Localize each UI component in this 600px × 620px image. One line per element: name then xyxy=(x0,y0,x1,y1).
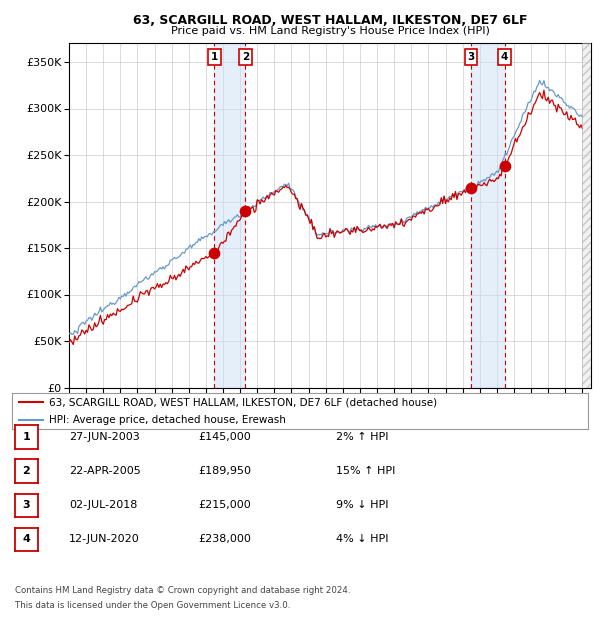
Text: 1: 1 xyxy=(23,432,30,442)
Text: 2: 2 xyxy=(242,52,249,62)
Text: 12-JUN-2020: 12-JUN-2020 xyxy=(69,534,140,544)
Text: 3: 3 xyxy=(23,500,30,510)
Point xyxy=(500,161,509,171)
Text: 4: 4 xyxy=(22,534,31,544)
Point xyxy=(466,182,476,192)
Text: Contains HM Land Registry data © Crown copyright and database right 2024.: Contains HM Land Registry data © Crown c… xyxy=(15,586,350,595)
Text: 3: 3 xyxy=(467,52,475,62)
Text: 63, SCARGILL ROAD, WEST HALLAM, ILKESTON, DE7 6LF (detached house): 63, SCARGILL ROAD, WEST HALLAM, ILKESTON… xyxy=(49,397,437,407)
Text: £145,000: £145,000 xyxy=(198,432,251,442)
Text: Price paid vs. HM Land Registry's House Price Index (HPI): Price paid vs. HM Land Registry's House … xyxy=(170,26,490,36)
Text: 1: 1 xyxy=(211,52,218,62)
Text: HPI: Average price, detached house, Erewash: HPI: Average price, detached house, Erew… xyxy=(49,415,286,425)
Text: 4% ↓ HPI: 4% ↓ HPI xyxy=(336,534,389,544)
Text: 9% ↓ HPI: 9% ↓ HPI xyxy=(336,500,389,510)
Text: 4: 4 xyxy=(501,52,508,62)
Text: 15% ↑ HPI: 15% ↑ HPI xyxy=(336,466,395,476)
Text: 02-JUL-2018: 02-JUL-2018 xyxy=(69,500,137,510)
Text: 63, SCARGILL ROAD, WEST HALLAM, ILKESTON, DE7 6LF: 63, SCARGILL ROAD, WEST HALLAM, ILKESTON… xyxy=(133,14,527,27)
Text: £238,000: £238,000 xyxy=(198,534,251,544)
Text: 2: 2 xyxy=(23,466,30,476)
Text: This data is licensed under the Open Government Licence v3.0.: This data is licensed under the Open Gov… xyxy=(15,601,290,611)
Text: £189,950: £189,950 xyxy=(198,466,251,476)
Point xyxy=(241,206,250,216)
Text: £215,000: £215,000 xyxy=(198,500,251,510)
Text: 2% ↑ HPI: 2% ↑ HPI xyxy=(336,432,389,442)
Text: 22-APR-2005: 22-APR-2005 xyxy=(69,466,141,476)
Text: 27-JUN-2003: 27-JUN-2003 xyxy=(69,432,140,442)
Bar xyxy=(214,43,245,388)
Point xyxy=(209,247,219,258)
Bar xyxy=(471,43,505,388)
